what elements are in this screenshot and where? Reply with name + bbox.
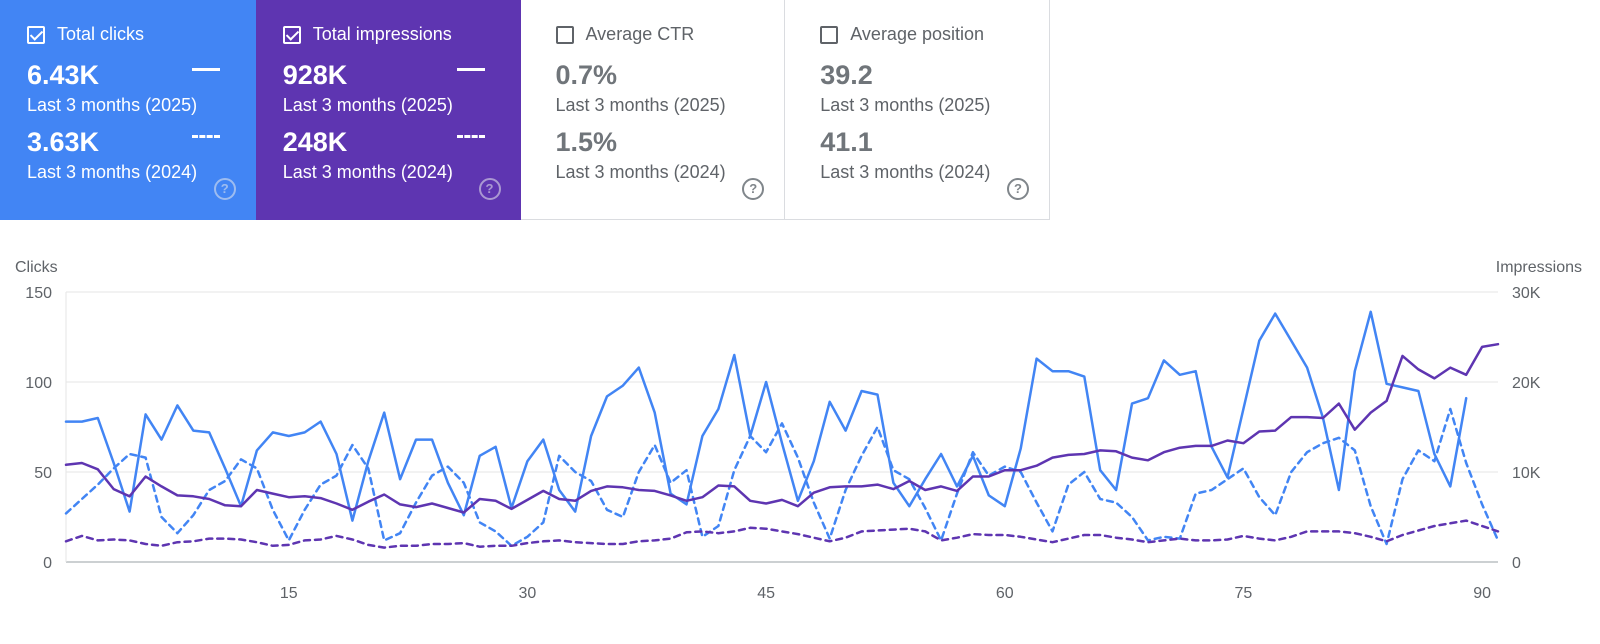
card-header[interactable]: Average position [820,24,984,45]
checkbox-checked-icon[interactable] [27,25,45,44]
right-tick-label: 10K [1512,465,1541,482]
dashed-line-legend-icon [456,135,485,138]
card-header[interactable]: Total clicks [27,24,144,45]
period-label-2025: Last 3 months (2025) [282,95,453,115]
right-tick-label: 30K [1512,285,1541,302]
solid-line-legend-icon [456,68,485,71]
right-tick-label: 0 [1512,555,1521,572]
metric-value-2024: 3.63K [27,127,100,157]
x-tick-label: 15 [280,585,298,602]
metric-value-2025: 39.2 [820,60,873,90]
metric-cards: Total clicks 6.43K Last 3 months (2025) … [0,0,1050,220]
card-title: Total clicks [57,24,145,44]
metric-value-2025: 6.43K [27,60,100,90]
solid-line-legend-icon [191,68,220,71]
clicks-2024-dashed-line [64,407,1500,548]
checkbox-unchecked-icon[interactable] [555,25,574,44]
x-tick-label: 30 [519,585,537,602]
right-axis-label: Impressions [1496,259,1582,276]
period-label-2024: Last 3 months (2024) [282,162,453,182]
help-icon[interactable]: ? [1007,178,1029,200]
period-label-2025: Last 3 months (2025) [820,95,991,115]
impressions-2024-dashed-line [64,519,1500,549]
period-label-2024: Last 3 months (2024) [27,162,198,182]
gridlines [65,291,1498,563]
clicks-2025-line [64,310,1468,522]
card-header[interactable]: Average CTR [555,24,695,45]
left-y-ticks: 0 50 100 150 [25,285,52,572]
period-label-2025: Last 3 months (2025) [27,95,198,115]
dashed-line-legend-icon [191,135,220,138]
metric-value-2024: 41.1 [820,127,873,157]
metric-value-2025: 0.7% [555,60,618,90]
series-lines [64,310,1500,549]
average-ctr-card[interactable]: Average CTR 0.7% Last 3 months (2025) 1.… [520,0,786,220]
help-icon[interactable]: ? [478,178,501,200]
right-y-ticks: 0 10K 20K 30K [1512,285,1541,572]
card-title: Total impressions [312,24,452,44]
left-tick-label: 150 [25,285,52,302]
x-tick-label: 75 [1235,585,1253,602]
x-tick-label: 60 [996,585,1014,602]
left-tick-label: 50 [34,465,52,482]
total-impressions-card[interactable]: Total impressions 928K Last 3 months (20… [255,0,521,220]
left-axis-label: Clicks [15,259,58,276]
metric-value-2025: 928K [282,60,348,90]
left-tick-label: 100 [25,375,52,392]
metric-value-2024: 248K [282,127,348,157]
checkbox-checked-icon[interactable] [282,25,301,44]
average-position-card[interactable]: Average position 39.2 Last 3 months (202… [785,0,1050,220]
right-tick-label: 20K [1512,375,1541,392]
checkbox-unchecked-icon[interactable] [820,25,839,44]
card-title: Average position [850,24,985,44]
card-title: Average CTR [585,24,695,44]
period-label-2024: Last 3 months (2024) [820,162,991,182]
impressions-2025-line [64,342,1500,514]
total-clicks-card[interactable]: Total clicks 6.43K Last 3 months (2025) … [0,0,256,220]
period-label-2024: Last 3 months (2024) [555,162,726,182]
period-label-2025: Last 3 months (2025) [555,95,726,115]
x-ticks: 15 30 45 60 75 90 [280,585,1491,602]
x-tick-label: 45 [757,585,775,602]
x-tick-label: 90 [1473,585,1491,602]
help-icon[interactable]: ? [742,178,765,200]
metric-value-2024: 1.5% [555,127,618,157]
left-tick-label: 0 [43,555,52,572]
card-header[interactable]: Total impressions [282,24,452,45]
help-icon[interactable]: ? [213,178,236,200]
